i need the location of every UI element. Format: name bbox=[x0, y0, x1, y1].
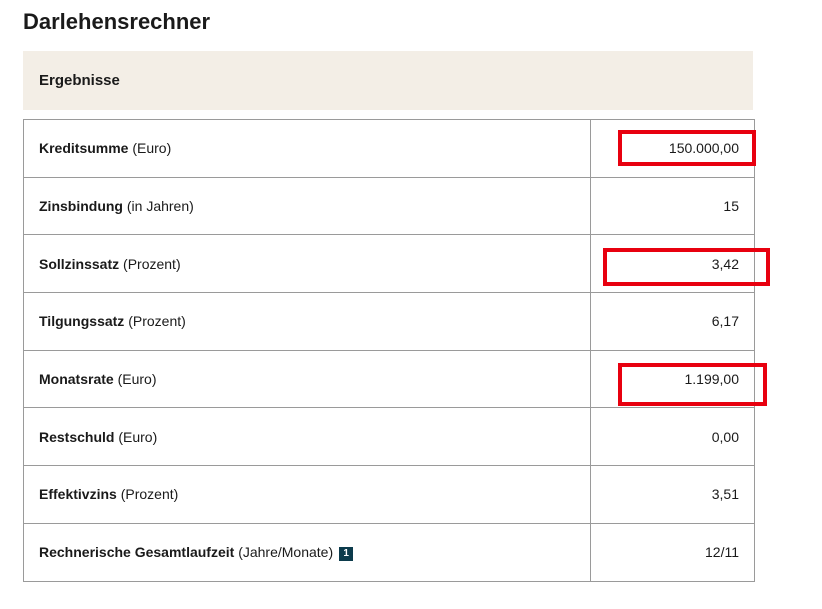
row-unit: (Prozent) bbox=[123, 255, 181, 272]
row-value: 12/11 bbox=[590, 522, 755, 582]
results-header: Ergebnisse bbox=[23, 51, 753, 110]
row-label-cell: Effektivzins (Prozent) bbox=[23, 465, 591, 524]
row-label-cell: Sollzinssatz (Prozent) bbox=[23, 234, 591, 294]
row-label-cell: Rechnerische Gesamtlaufzeit (Jahre/Monat… bbox=[23, 522, 591, 582]
row-unit: (Euro) bbox=[132, 140, 172, 157]
table-row: Kreditsumme (Euro) 150.000,00 bbox=[23, 119, 755, 178]
page-title: Darlehensrechner bbox=[23, 9, 211, 34]
row-value: 0,00 bbox=[590, 407, 755, 467]
row-label: Kreditsumme bbox=[39, 140, 129, 157]
row-label: Rechnerische Gesamtlaufzeit bbox=[39, 543, 235, 560]
table-row: Sollzinssatz (Prozent) 3,42 bbox=[23, 234, 755, 294]
row-unit: (Jahre/Monate) bbox=[238, 543, 334, 560]
results-table: Kreditsumme (Euro) 150.000,00 Zinsbindun… bbox=[23, 119, 755, 582]
row-label: Monatsrate bbox=[39, 371, 114, 388]
table-row: Tilgungssatz (Prozent) 6,17 bbox=[23, 292, 755, 351]
row-unit: (in Jahren) bbox=[126, 198, 194, 215]
table-row: Monatsrate (Euro) 1.199,00 bbox=[23, 349, 755, 409]
row-label-cell: Zinsbindung (in Jahren) bbox=[23, 176, 591, 236]
row-label-cell: Monatsrate (Euro) bbox=[23, 349, 591, 409]
row-label: Sollzinssatz bbox=[39, 255, 120, 272]
row-label: Restschuld bbox=[39, 428, 115, 445]
row-unit: (Prozent) bbox=[120, 486, 179, 503]
row-label: Effektivzins bbox=[39, 486, 117, 503]
row-label-cell: Restschuld (Euro) bbox=[23, 407, 591, 467]
row-unit: (Euro) bbox=[118, 428, 158, 445]
row-value: 6,17 bbox=[590, 292, 755, 351]
row-value: 15 bbox=[590, 176, 755, 236]
row-label-cell: Kreditsumme (Euro) bbox=[23, 119, 591, 178]
row-value: 3,51 bbox=[590, 465, 755, 524]
row-label-cell: Tilgungssatz (Prozent) bbox=[23, 292, 591, 351]
row-value: 150.000,00 bbox=[590, 119, 755, 178]
row-unit: (Prozent) bbox=[128, 313, 186, 330]
table-row: Effektivzins (Prozent) 3,51 bbox=[23, 465, 755, 524]
row-value: 1.199,00 bbox=[590, 349, 755, 409]
row-label: Zinsbindung bbox=[39, 198, 123, 215]
table-row: Rechnerische Gesamtlaufzeit (Jahre/Monat… bbox=[23, 522, 755, 582]
footnote-badge[interactable]: 1 bbox=[339, 546, 354, 561]
row-unit: (Euro) bbox=[117, 371, 157, 388]
row-value: 3,42 bbox=[590, 234, 755, 294]
results-header-label: Ergebnisse bbox=[39, 72, 120, 89]
table-row: Zinsbindung (in Jahren) 15 bbox=[23, 176, 755, 236]
table-row: Restschuld (Euro) 0,00 bbox=[23, 407, 755, 467]
row-label: Tilgungssatz bbox=[39, 313, 125, 330]
